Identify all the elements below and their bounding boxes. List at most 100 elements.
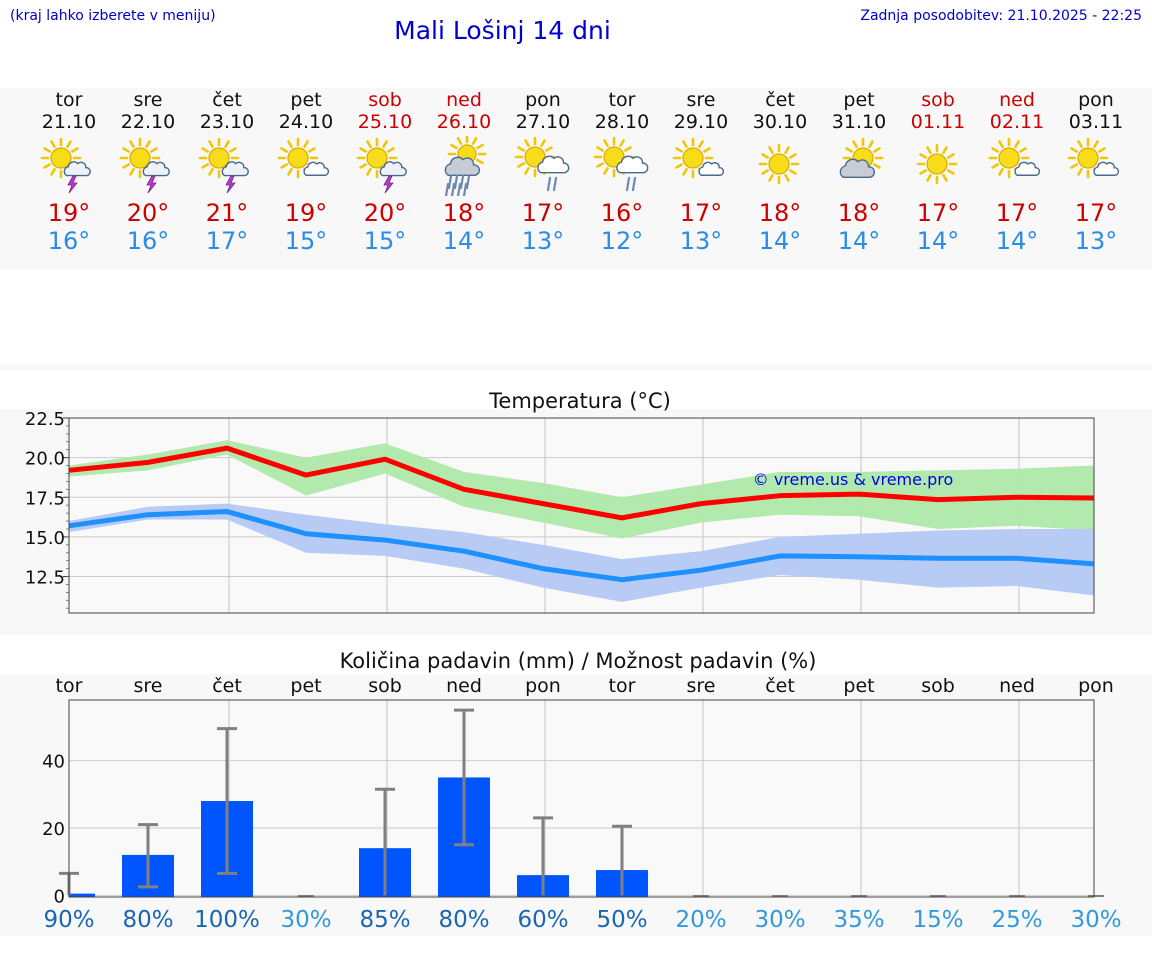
page-title: Mali Lošinj 14 dni — [394, 16, 611, 45]
day-date: 30.10 — [752, 111, 808, 133]
weather-icon — [108, 133, 188, 199]
max-temp: 18° — [442, 199, 486, 227]
min-temp: 13° — [1074, 227, 1118, 255]
cloud-heavy-rain-icon — [444, 136, 487, 196]
day-column: čet 30.10 18° 14° — [740, 88, 820, 255]
max-temp: 20° — [126, 199, 170, 227]
weather-icon — [977, 133, 1057, 199]
max-temp: 21° — [205, 199, 249, 227]
precip-probability: 20% — [675, 907, 726, 933]
day-label: sre — [134, 675, 163, 697]
max-temp: 17° — [679, 199, 723, 227]
precip-probability: 25% — [991, 907, 1042, 933]
weather-icon — [819, 133, 899, 199]
max-temp: 18° — [837, 199, 881, 227]
temperature-chart-title: Temperatura (°C) — [488, 389, 671, 413]
max-temp-band — [69, 440, 1094, 539]
precip-probability: 30% — [754, 907, 805, 933]
precip-probability: 90% — [43, 907, 94, 933]
weather-icon — [503, 133, 583, 199]
sun-cloud-lightning-icon — [40, 137, 91, 194]
day-name: sob — [921, 89, 955, 111]
day-label: čet — [212, 675, 242, 697]
precipitation-chart: 40 20 0 tor 90% sre 80% čet 100% pet 30% sob 85% ned 8… — [42, 649, 1121, 933]
y-tick-label: 20 — [42, 819, 65, 840]
location-hint: (kraj lahko izberete v meniju) — [10, 8, 216, 24]
divider — [0, 364, 1152, 370]
day-column: pon 27.10 17° 13° — [503, 88, 583, 255]
day-column: ned 26.10 18° 14° — [424, 88, 504, 255]
day-name: pon — [1078, 89, 1114, 111]
max-temp-line — [68, 445, 1095, 521]
plot-frame — [68, 699, 1095, 898]
min-temp: 15° — [363, 227, 407, 255]
day-column: pet 31.10 18° 14° — [819, 88, 899, 255]
day-date: 26.10 — [436, 111, 492, 133]
day-forecast-row: tor 21.10 19° 16° sre 22.10 20° 16° čet … — [0, 88, 1152, 270]
max-temp: 16° — [600, 199, 644, 227]
y-tick-label: 22.5 — [25, 409, 65, 430]
day-date: 23.10 — [199, 111, 255, 133]
precip-probability: 30% — [1070, 907, 1121, 933]
sun-small-cloud-icon — [988, 137, 1041, 179]
plot-frame — [68, 417, 1095, 614]
precip-probability: 15% — [912, 907, 963, 933]
precip-probability: 35% — [833, 907, 884, 933]
day-date: 27.10 — [515, 111, 571, 133]
weather-icon — [345, 133, 425, 199]
watermark: © vreme.us & vreme.pro — [753, 470, 954, 489]
day-name: sre — [133, 89, 163, 111]
weather-icon — [29, 133, 109, 199]
day-name: sob — [368, 89, 402, 111]
y-tick-label: 15.0 — [25, 528, 65, 549]
min-temp: 14° — [837, 227, 881, 255]
day-label: čet — [765, 675, 795, 697]
weather-icon — [187, 133, 267, 199]
y-tick-label: 20.0 — [25, 449, 65, 470]
min-temp: 14° — [442, 227, 486, 255]
day-column: tor 21.10 19° 16° — [29, 88, 109, 255]
day-name: pet — [843, 89, 875, 111]
day-date: 24.10 — [278, 111, 334, 133]
sun-cloud-rain-icon — [514, 136, 570, 192]
sun-cloud-lightning-icon — [198, 137, 249, 194]
day-name: pet — [290, 89, 322, 111]
y-tick-label: 12.5 — [25, 568, 65, 589]
temperature-chart: 22.5 20.0 17.5 15.0 12.5 Temperatura (°C) © vr… — [25, 389, 1095, 614]
sun-icon — [916, 143, 958, 185]
weather-icon — [661, 133, 741, 199]
y-tick-label: 0 — [54, 886, 65, 907]
day-name: čet — [212, 89, 242, 111]
min-temp: 14° — [916, 227, 960, 255]
precip-probability: 100% — [194, 907, 260, 933]
day-date: 21.10 — [41, 111, 97, 133]
day-label: pet — [843, 675, 874, 697]
day-column: pon 03.11 17° 13° — [1056, 88, 1136, 255]
max-temp: 17° — [521, 199, 565, 227]
day-label: sob — [921, 675, 955, 697]
day-label: ned — [446, 675, 482, 697]
day-column: sob 25.10 20° 15° — [345, 88, 425, 255]
day-label: pon — [1078, 675, 1114, 697]
sun-small-cloud-icon — [672, 137, 725, 179]
precip-probability: 60% — [517, 907, 568, 933]
day-label: tor — [56, 675, 83, 697]
min-temp: 13° — [679, 227, 723, 255]
max-temp: 17° — [916, 199, 960, 227]
day-label: pon — [525, 675, 561, 697]
day-date: 03.11 — [1068, 111, 1124, 133]
sun-small-cloud-icon — [1067, 137, 1120, 179]
day-column: sre 29.10 17° 13° — [661, 88, 741, 255]
sun-cloud-lightning-icon — [119, 137, 170, 194]
y-tick-label: 17.5 — [25, 488, 65, 509]
min-temp: 16° — [47, 227, 91, 255]
day-name: ned — [446, 89, 482, 111]
forecast-band — [0, 88, 1152, 270]
max-temp: 19° — [284, 199, 328, 227]
weather-icon — [1056, 133, 1136, 199]
day-name: pon — [525, 89, 561, 111]
min-temp: 12° — [600, 227, 644, 255]
day-date: 28.10 — [594, 111, 650, 133]
precip-probability: 30% — [280, 907, 331, 933]
max-temp: 19° — [47, 199, 91, 227]
